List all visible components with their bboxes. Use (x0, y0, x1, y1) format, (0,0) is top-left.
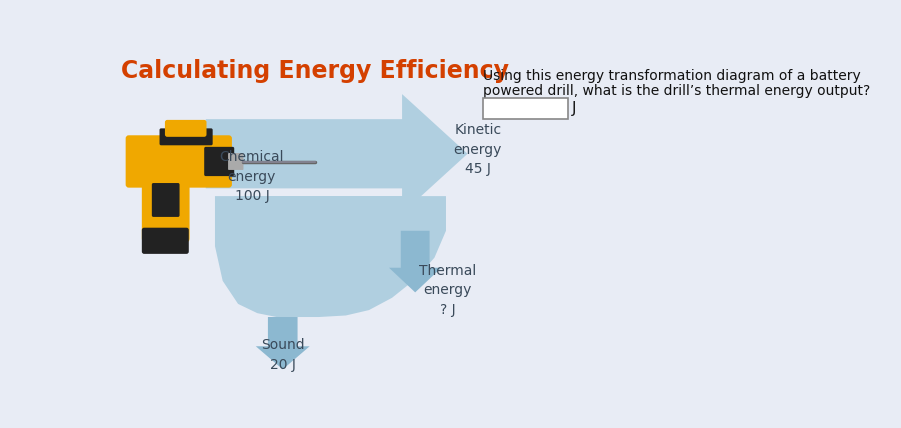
Polygon shape (389, 231, 441, 292)
Polygon shape (215, 196, 446, 317)
Text: Kinetic
energy
45 J: Kinetic energy 45 J (454, 123, 502, 176)
FancyBboxPatch shape (152, 183, 179, 217)
Text: powered drill, what is the drill’s thermal energy output?: powered drill, what is the drill’s therm… (483, 84, 870, 98)
FancyBboxPatch shape (165, 120, 206, 137)
FancyBboxPatch shape (205, 147, 234, 176)
FancyBboxPatch shape (141, 228, 189, 254)
Text: Chemical
energy
100 J: Chemical energy 100 J (220, 150, 284, 203)
FancyBboxPatch shape (483, 98, 568, 119)
Text: Thermal
energy
? J: Thermal energy ? J (419, 264, 477, 317)
Text: Sound
20 J: Sound 20 J (261, 338, 305, 372)
FancyBboxPatch shape (141, 169, 189, 242)
FancyBboxPatch shape (159, 128, 213, 145)
Text: Using this energy transformation diagram of a battery: Using this energy transformation diagram… (483, 69, 860, 83)
Text: J: J (571, 101, 576, 116)
FancyBboxPatch shape (125, 135, 232, 187)
Polygon shape (205, 94, 468, 214)
Text: Calculating Energy Efficiency: Calculating Energy Efficiency (121, 59, 509, 83)
FancyBboxPatch shape (228, 153, 243, 170)
Polygon shape (256, 317, 310, 369)
